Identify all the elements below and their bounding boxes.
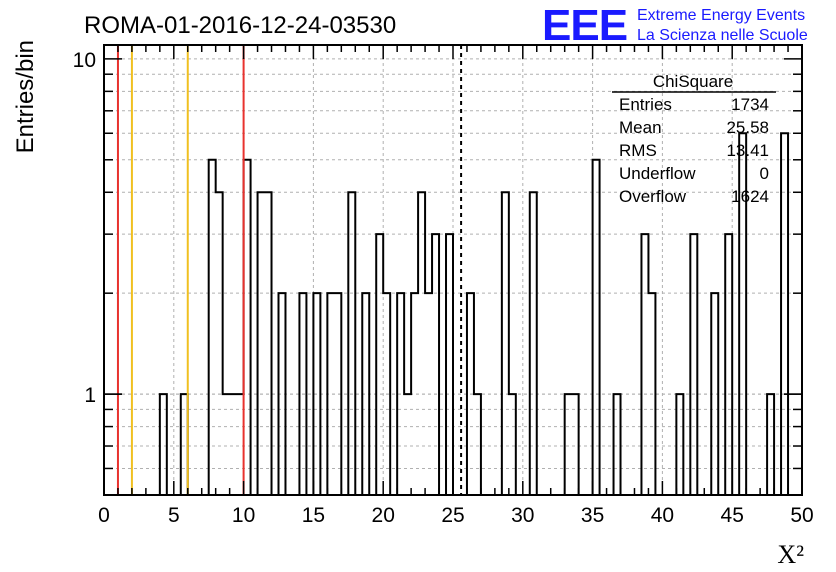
- x-axis-title: X²: [777, 540, 804, 569]
- histogram-bin: [781, 133, 788, 495]
- stats-rms-label: RMS: [619, 141, 657, 160]
- histogram-bin: [258, 192, 265, 495]
- y-axis-title: Entries/bin: [12, 40, 39, 153]
- axis-ticks: 0 5 10 15 20 25 30 35 40 45 50 1 10: [73, 45, 814, 527]
- x-tick-label: 15: [302, 504, 325, 527]
- histogram-bin: [432, 234, 439, 495]
- org-line-1: Extreme Energy Events: [637, 7, 805, 24]
- histogram-bin: [216, 192, 223, 495]
- reference-lines: [116, 45, 463, 495]
- y-tick-label: 10: [73, 49, 96, 72]
- stats-overflow-label: Overflow: [619, 187, 687, 206]
- stats-box: ChiSquare Entries 1734 Mean 25.58 RMS 13…: [612, 72, 776, 206]
- histogram-bin: [593, 160, 600, 495]
- histogram-bin: [244, 160, 251, 495]
- histogram-bin: [690, 234, 697, 495]
- x-tick-label: 30: [511, 504, 534, 527]
- x-tick-label: 10: [232, 504, 255, 527]
- stats-underflow-label: Underflow: [619, 164, 696, 183]
- y-tick-label: 1: [84, 384, 96, 407]
- run-title: ROMA-01-2016-12-24-03530: [84, 12, 396, 39]
- histogram-bin: [530, 192, 537, 495]
- stats-underflow-value: 0: [760, 164, 769, 183]
- histogram-bin: [348, 192, 355, 495]
- histogram-bin: [376, 234, 383, 495]
- stats-entries-label: Entries: [619, 95, 672, 114]
- stats-overflow-value: 1624: [731, 187, 769, 206]
- stats-title: ChiSquare: [653, 72, 733, 91]
- x-tick-label: 35: [581, 504, 604, 527]
- histogram-bin: [446, 234, 453, 495]
- x-tick-label: 50: [790, 504, 813, 527]
- x-tick-label: 5: [168, 504, 180, 527]
- histogram-bin: [418, 192, 425, 495]
- org-line-2: La Scienza nelle Scuole: [637, 27, 808, 44]
- histogram-bin: [209, 160, 216, 495]
- histogram-bin: [502, 192, 509, 495]
- x-tick-label: 0: [98, 504, 110, 527]
- x-tick-label: 20: [372, 504, 395, 527]
- x-tick-label: 40: [651, 504, 674, 527]
- stats-entries-value: 1734: [731, 95, 769, 114]
- histogram-bin: [641, 234, 648, 495]
- x-tick-label: 25: [441, 504, 464, 527]
- stats-rms-value: 13.41: [726, 141, 769, 160]
- histogram-bin: [725, 234, 732, 495]
- histogram-bin: [265, 192, 272, 495]
- stats-mean-value: 25.58: [726, 118, 769, 137]
- stats-mean-label: Mean: [619, 118, 662, 137]
- x-tick-label: 45: [721, 504, 744, 527]
- eee-logo: EEE: [542, 1, 627, 50]
